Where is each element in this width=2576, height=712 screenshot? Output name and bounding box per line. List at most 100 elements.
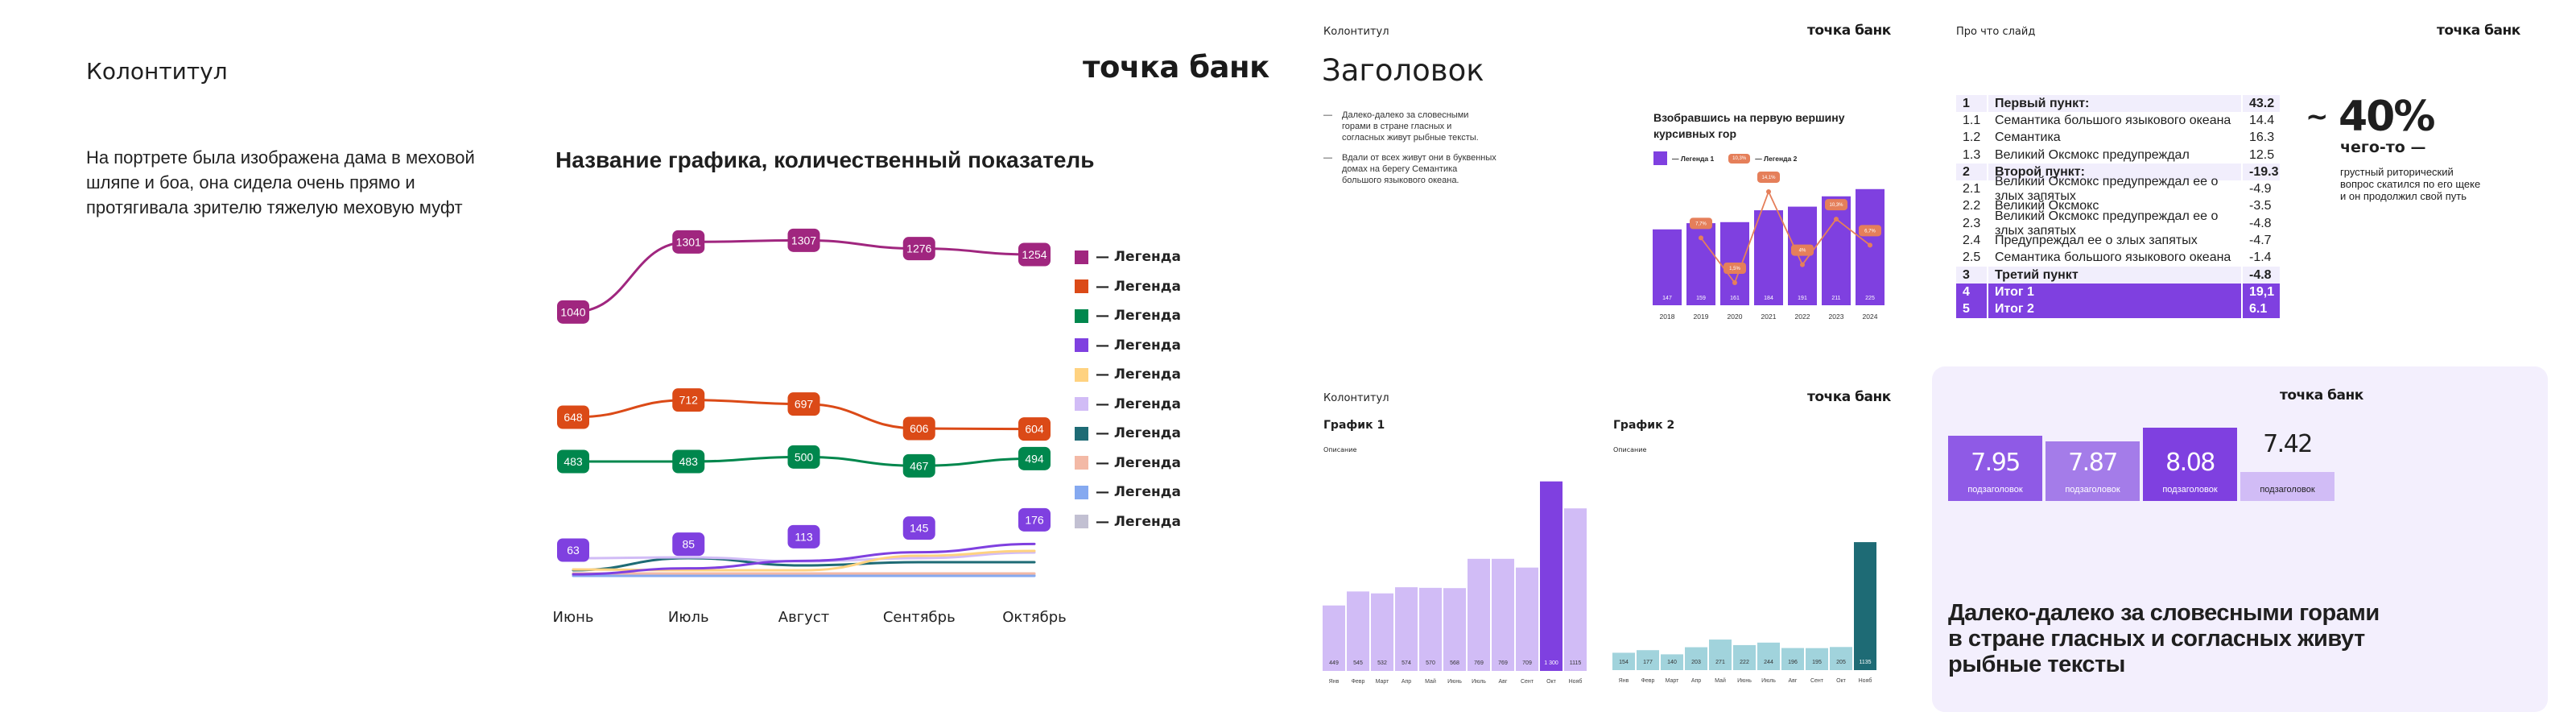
table-cell-num: 1.2	[1963, 130, 1981, 145]
legend-swatch	[1075, 485, 1088, 499]
kpi-card: 7.87 подзаголовок	[2046, 441, 2140, 501]
legend-label: — Легенда	[1096, 425, 1181, 441]
bar-value-label: 161	[1730, 296, 1740, 301]
data-label: 500	[795, 450, 814, 463]
chart2-description: Описание	[1613, 446, 1647, 453]
data-label: 467	[910, 459, 929, 472]
table-cell-num: 5	[1956, 300, 1987, 318]
bar-value-label: 1 300	[1544, 660, 1558, 666]
bar-value-label: 205	[1836, 660, 1846, 665]
data-label: 1307	[791, 234, 816, 246]
bar-value-label: 222	[1740, 660, 1749, 665]
bar	[1830, 647, 1852, 670]
legend-swatch	[1075, 456, 1088, 470]
data-label-bg	[672, 449, 705, 474]
line-value-label-bg	[1724, 263, 1746, 274]
series-line	[572, 542, 1036, 576]
chart-title: Взобравшись на первую вершину курсивных г…	[1653, 111, 1845, 140]
bar	[1564, 508, 1587, 671]
bar	[1757, 642, 1780, 670]
table-cell-label: Третий пункт	[1988, 266, 2241, 284]
line-value-label: 6,7%	[1864, 230, 1876, 234]
legend-label: — Легенда	[1096, 513, 1181, 530]
line-value-label-bg	[1825, 199, 1847, 211]
legend-item: — Легенда	[1075, 484, 1181, 500]
legend-label: — Легенда	[1096, 395, 1181, 412]
legend-swatch	[1075, 279, 1088, 293]
data-label-bg	[1018, 242, 1051, 267]
bar-value-label: 769	[1498, 660, 1508, 666]
kpi-card: 7.42 подзаголовок	[2240, 430, 2334, 501]
data-label-bg	[787, 524, 820, 548]
x-tick-label: 2018	[1660, 313, 1675, 321]
table-cell-value: -4.8	[2249, 216, 2272, 230]
chart2-title: График 2	[1613, 419, 1675, 432]
kpi-value: 7.87	[2068, 449, 2118, 477]
table-cell-num: 4	[1956, 284, 1987, 301]
bar	[1419, 587, 1442, 671]
paragraph-line: шляпе и боа, она сидела очень прямо и	[86, 172, 415, 192]
table-row: 2 Второй пункт: -19.3	[1956, 164, 2280, 181]
legend-item: — Легенда	[1075, 425, 1181, 441]
legend-label: — Легенда 1	[1672, 154, 1715, 163]
legend-badge: 10,3%	[1728, 153, 1751, 164]
x-tick-label: Сент	[1521, 679, 1534, 685]
stat-text: грустный риторический вопрос скатился по …	[2340, 166, 2481, 202]
x-tick-label: Сентябрь	[883, 609, 956, 626]
legend-label: — Легенда	[1096, 484, 1181, 500]
bar	[1781, 648, 1804, 670]
bar-value-label: 225	[1865, 296, 1875, 301]
bar	[1492, 558, 1514, 671]
table-cell-num: 2	[1956, 164, 1987, 181]
bar-value-label: 244	[1764, 660, 1773, 665]
line-value-label: 4%	[1799, 249, 1806, 254]
series-line	[572, 557, 1036, 572]
x-tick-label: Июнь	[1447, 679, 1462, 685]
legend-swatch	[1075, 250, 1088, 264]
bar	[1468, 558, 1490, 671]
data-label: 85	[682, 538, 695, 551]
table-cell-value: 16.3	[2249, 130, 2275, 145]
table-cell-num: 2.5	[1963, 250, 1981, 265]
bar-value-label: 574	[1402, 660, 1411, 666]
table-cell-label: Семантика большого языкового океана	[1995, 113, 2231, 127]
bar-value-label: 570	[1426, 660, 1435, 666]
data-label: 712	[679, 394, 699, 407]
legend-swatch	[1075, 338, 1088, 352]
x-tick-label: 2022	[1795, 313, 1810, 321]
kpi-label: подзаголовок	[2260, 485, 2315, 495]
x-tick-label: Нояб	[1569, 678, 1583, 685]
table-cell-num: 2.3	[1963, 216, 1981, 230]
bullet-item: — Вдали от всех живут они в буквенных дом…	[1323, 153, 1496, 185]
bar	[1806, 648, 1828, 670]
dash: —	[1323, 110, 1332, 120]
table-cell-label: Второй пункт:	[1988, 164, 2241, 181]
x-tick-label: Янв	[1329, 679, 1340, 685]
data-label-bg	[557, 449, 589, 474]
bar-value-label: 449	[1329, 660, 1339, 666]
bar-value-label: 709	[1522, 660, 1532, 666]
bar	[1612, 652, 1635, 670]
x-tick-label: Окт	[1546, 679, 1557, 685]
bar-value-label: 568	[1450, 660, 1459, 666]
bullet-item: — Далеко-далеко за словесными горами в ст…	[1323, 110, 1479, 143]
table-cell-value: -4.8	[2243, 266, 2280, 284]
data-label-bg	[557, 405, 589, 429]
table-cell-label: Предупреждал ее о злых запятых	[1995, 234, 2198, 248]
data-label: 113	[795, 530, 813, 543]
legend-item: — Легенда	[1075, 249, 1181, 265]
chart1-description: Описание	[1323, 446, 1357, 453]
legend-swatch	[1075, 397, 1088, 411]
table-cell-num: 3	[1956, 266, 1987, 284]
x-tick-label: Май	[1715, 677, 1726, 684]
bar-value-label: 203	[1691, 660, 1701, 665]
table-row: 1.1 Семантика большого языкового океана 14…	[1956, 112, 2280, 129]
table-cell-num: 1	[1956, 95, 1987, 113]
table-cell-label: Первый пункт:	[1988, 95, 2241, 113]
legend-item: — Легенда	[1075, 308, 1181, 324]
x-tick-label: Авг	[1789, 678, 1798, 684]
x-tick-label: Август	[778, 609, 829, 626]
bar-value-label: 532	[1377, 660, 1387, 666]
data-label-bg	[787, 445, 820, 469]
